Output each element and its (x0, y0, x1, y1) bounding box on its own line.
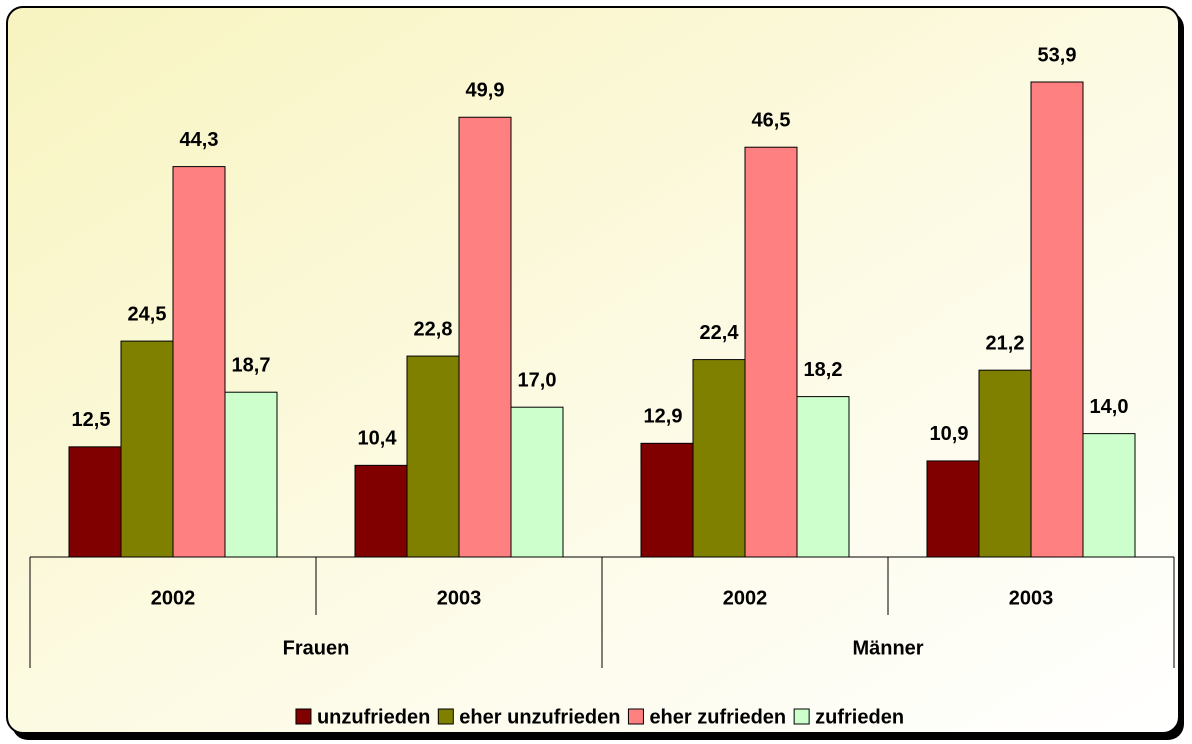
legend-label: unzufrieden (317, 706, 430, 728)
data-label: 10,4 (358, 428, 398, 450)
bar (1082, 433, 1136, 558)
data-label: 17,0 (518, 369, 557, 391)
bar (406, 355, 460, 558)
bar (458, 116, 512, 558)
legend-swatch (627, 708, 644, 725)
bar (796, 396, 850, 558)
data-label: 46,5 (752, 109, 791, 131)
bar (978, 369, 1032, 558)
group-label: Frauen (283, 637, 350, 659)
data-label: 22,4 (700, 322, 740, 344)
bar (926, 460, 980, 558)
data-label: 10,9 (930, 423, 969, 445)
bar (68, 446, 122, 558)
bar (172, 166, 226, 558)
legend-label: eher zufrieden (649, 706, 786, 728)
frame (6, 6, 1180, 734)
bar (510, 406, 564, 558)
data-label: 53,9 (1038, 44, 1077, 66)
legend-swatch (793, 708, 810, 725)
bar (1030, 81, 1084, 558)
data-label: 22,8 (414, 318, 453, 340)
bar (354, 464, 408, 558)
group-label: Männer (852, 637, 923, 659)
x-tick-label: 2003 (1009, 587, 1054, 609)
data-label: 24,5 (128, 303, 167, 325)
bar (692, 359, 746, 558)
bar (744, 146, 798, 558)
legend-swatch (295, 708, 312, 725)
legend-swatch (437, 708, 454, 725)
legend-label: zufrieden (815, 706, 904, 728)
data-label: 12,5 (72, 409, 111, 431)
bar (224, 391, 278, 558)
data-label: 18,2 (804, 359, 843, 381)
data-label: 12,9 (644, 406, 683, 428)
data-label: 14,0 (1090, 396, 1129, 418)
x-tick-label: 2002 (723, 587, 768, 609)
x-tick-label: 2002 (151, 587, 196, 609)
data-label: 44,3 (180, 129, 219, 151)
legend-label: eher unzufrieden (459, 706, 620, 728)
data-label: 21,2 (986, 332, 1025, 354)
bar (120, 340, 174, 558)
data-label: 18,7 (232, 354, 271, 376)
x-tick-label: 2003 (437, 587, 482, 609)
data-label: 49,9 (466, 80, 505, 102)
bar (640, 442, 694, 558)
